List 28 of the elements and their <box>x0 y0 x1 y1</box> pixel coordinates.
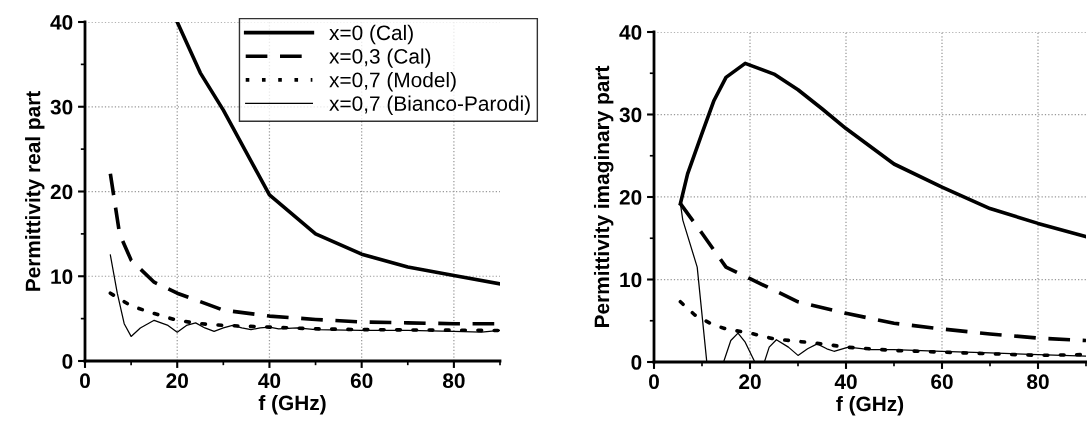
legend-label: x=0,7 (Bianco-Parodi) <box>329 95 530 116</box>
y-tick-label: 20 <box>50 184 73 200</box>
x-tick-label: 0 <box>649 374 659 390</box>
x-axis-title: f (GHz) <box>258 395 326 415</box>
x-tick-label: 0 <box>80 373 90 389</box>
legend-label: x=0 (Cal) <box>329 24 413 45</box>
x-axis-title: f (GHz) <box>836 396 904 416</box>
y-tick-label: 30 <box>619 107 642 123</box>
y-tick-label: 40 <box>50 15 73 30</box>
y-tick-label: 20 <box>619 190 642 205</box>
y-tick-label: 10 <box>620 272 642 288</box>
x-tick-label: 80 <box>442 373 465 389</box>
y-tick-label: 0 <box>62 354 73 369</box>
legend-label: x=0,3 (Cal) <box>329 48 431 68</box>
x-tick-label: 20 <box>739 374 761 390</box>
x-tick-label: 80 <box>1027 374 1049 390</box>
y-tick-label: 40 <box>619 25 642 40</box>
legend-label: x=0,7 (Model) <box>329 72 456 92</box>
y-tick-label: 0 <box>631 355 642 370</box>
x-tick-label: 40 <box>834 374 857 390</box>
x-tick-label: 40 <box>258 373 281 389</box>
y-tick-label: 10 <box>51 269 73 284</box>
y-axis-title: Permittivity imaginary part <box>593 65 614 328</box>
y-tick-label: 30 <box>50 99 73 115</box>
x-tick-label: 60 <box>931 374 953 390</box>
y-axis-title: Permittivity real part <box>25 91 45 291</box>
x-tick-label: 60 <box>350 373 373 389</box>
x-tick-label: 20 <box>166 373 188 389</box>
